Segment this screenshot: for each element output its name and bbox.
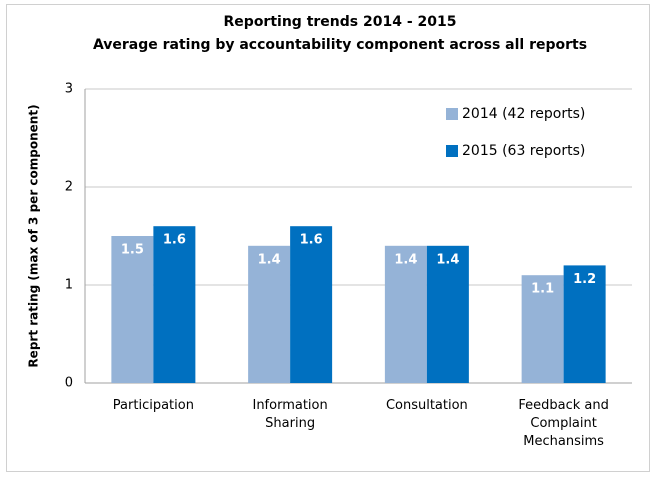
x-tick-label: Consultation	[385, 398, 468, 413]
data-label: 1.6	[163, 233, 186, 248]
y-tick-label: 3	[65, 82, 73, 97]
bar	[426, 245, 469, 383]
y-tick-label: 1	[65, 278, 73, 293]
data-label: 1.4	[436, 252, 459, 267]
bar	[290, 226, 333, 383]
chart-subtitle: Average rating by accountability compone…	[93, 37, 587, 53]
x-tick-label: Feedback and Complaint Mechansims	[518, 398, 609, 449]
bar	[153, 226, 196, 383]
y-axis-label: Reprt rating (max of 3 per component)	[27, 104, 41, 367]
chart-frame	[6, 4, 650, 472]
y-tick-label: 0	[65, 376, 73, 391]
bar	[521, 275, 564, 383]
y-tick-label: 2	[65, 180, 73, 195]
data-label: 1.5	[121, 243, 144, 258]
data-label: 1.4	[394, 252, 417, 267]
bar	[248, 245, 291, 383]
bar	[111, 236, 154, 383]
legend-swatch	[446, 108, 458, 120]
legend-label: 2015 (63 reports)	[462, 143, 585, 159]
chart-title: Reporting trends 2014 - 2015	[224, 14, 457, 30]
data-label: 1.4	[258, 252, 281, 267]
x-tick-label: Information Sharing	[252, 398, 328, 431]
legend-label: 2014 (42 reports)	[462, 106, 585, 122]
data-label: 1.2	[573, 272, 596, 287]
bar	[384, 245, 427, 383]
x-tick-label: Participation	[112, 398, 194, 413]
data-label: 1.1	[531, 282, 554, 297]
data-label: 1.6	[300, 233, 323, 248]
legend-swatch	[446, 145, 458, 157]
bar	[563, 265, 606, 383]
